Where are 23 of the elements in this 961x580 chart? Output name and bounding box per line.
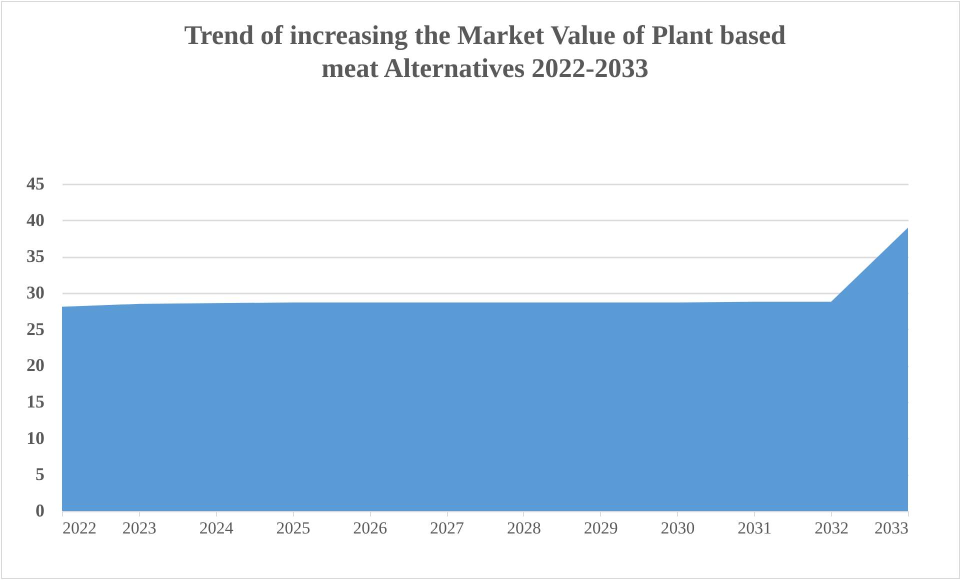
x-tick-label: 2025 [276, 518, 310, 538]
x-tick-label: 2031 [738, 518, 772, 538]
x-tick-label: 2032 [814, 518, 849, 538]
y-tick-label: 15 [26, 392, 44, 412]
y-tick-label: 20 [26, 355, 44, 376]
x-tick-label: 2028 [506, 518, 541, 538]
y-tick-label: 35 [26, 246, 44, 266]
chart-title: Trend of increasing the Market Value of Plant based meat Alternatives 2022-2033 [184, 20, 786, 83]
x-tick-label: 2022 [62, 518, 96, 538]
x-tick-label: 2027 [430, 518, 465, 538]
y-tick-label: 5 [36, 464, 44, 484]
y-tick-label: 30 [26, 282, 44, 302]
x-tick-label: 2023 [122, 518, 156, 538]
y-tick-label: 45 [26, 174, 44, 194]
y-tick-label: 40 [26, 210, 44, 230]
x-tick-label: 2026 [353, 518, 388, 538]
x-tick-label: 2029 [584, 518, 618, 538]
y-tick-label: 10 [26, 428, 44, 448]
x-tick-label: 2030 [660, 518, 695, 538]
y-tick-label: 25 [26, 318, 44, 339]
x-tick-label: 2024 [199, 518, 234, 538]
y-tick-label: 0 [36, 500, 44, 520]
x-tick-label: 2033 [874, 518, 908, 538]
